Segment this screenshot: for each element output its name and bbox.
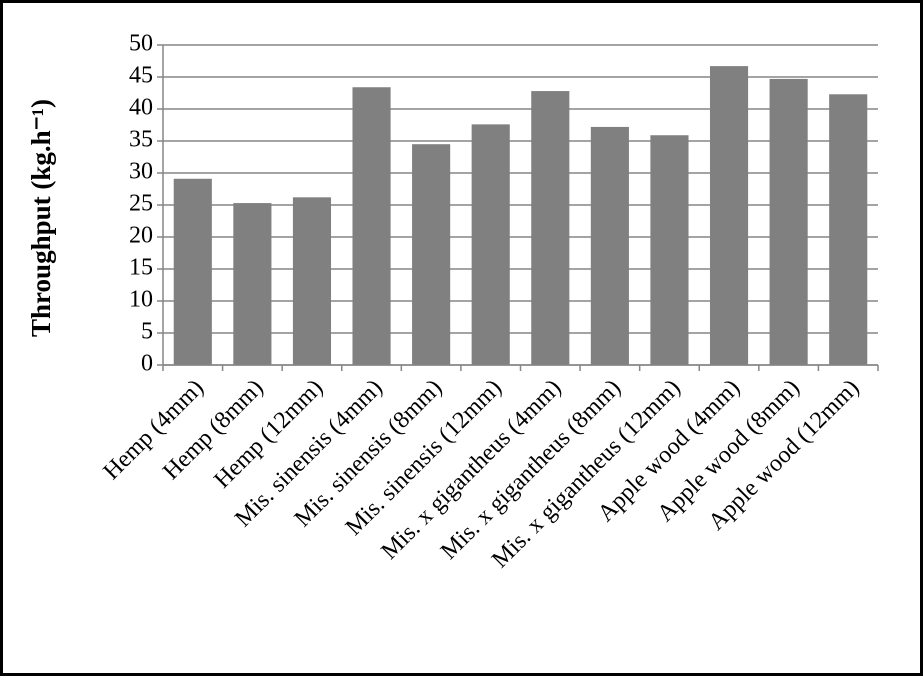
- bar: [590, 126, 629, 365]
- bar: [709, 66, 749, 366]
- y-tick-label: 15: [129, 255, 153, 281]
- y-tick-label: 40: [129, 95, 153, 121]
- bar: [650, 135, 689, 365]
- y-tick-label: 30: [129, 159, 153, 185]
- y-axis-label: Throughput (kg.h⁻¹): [26, 99, 56, 337]
- bar: [173, 178, 212, 365]
- y-tick-label: 20: [129, 223, 153, 249]
- y-tick-label: 50: [129, 31, 153, 57]
- bar: [531, 91, 570, 365]
- bar: [471, 124, 510, 365]
- bar: [412, 144, 451, 365]
- bar: [233, 203, 272, 365]
- y-tick-label: 10: [129, 287, 153, 313]
- bar: [829, 94, 868, 365]
- bar: [769, 78, 808, 366]
- y-tick-label: 0: [141, 351, 153, 377]
- y-tick-label: 5: [141, 319, 153, 345]
- y-tick-label: 45: [129, 63, 153, 89]
- y-tick-label: 25: [129, 191, 153, 217]
- y-tick-label: 35: [129, 127, 153, 153]
- bar: [292, 197, 332, 365]
- bar: [352, 87, 391, 366]
